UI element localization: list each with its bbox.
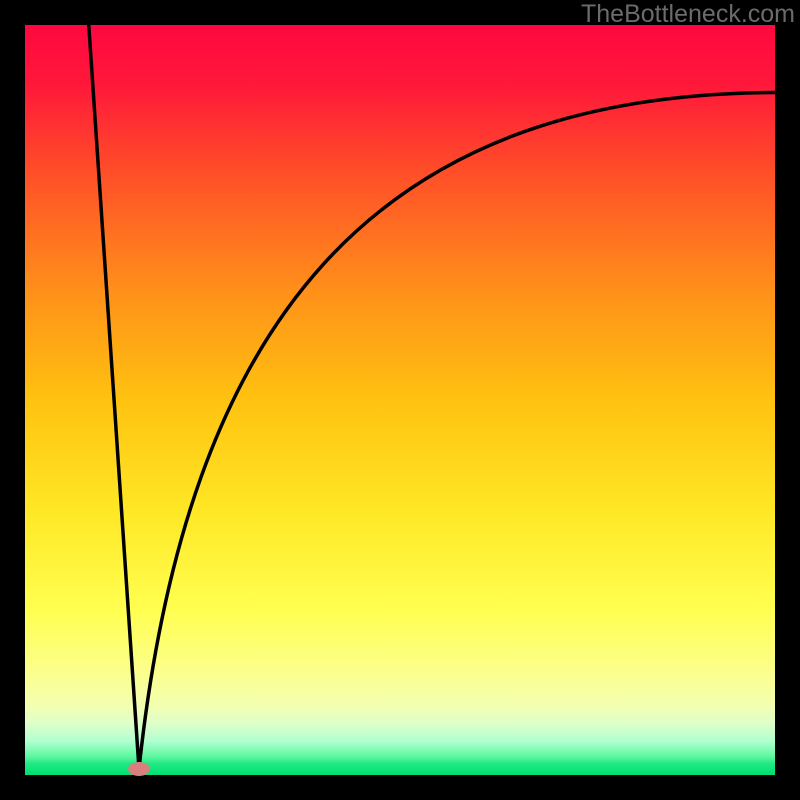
chart-frame: TheBottleneck.com — [0, 0, 800, 800]
bottleneck-curve — [25, 25, 775, 775]
trough-marker — [128, 762, 150, 776]
watermark-text: TheBottleneck.com — [581, 0, 795, 29]
curve-path — [89, 25, 775, 769]
plot-area — [25, 25, 775, 775]
